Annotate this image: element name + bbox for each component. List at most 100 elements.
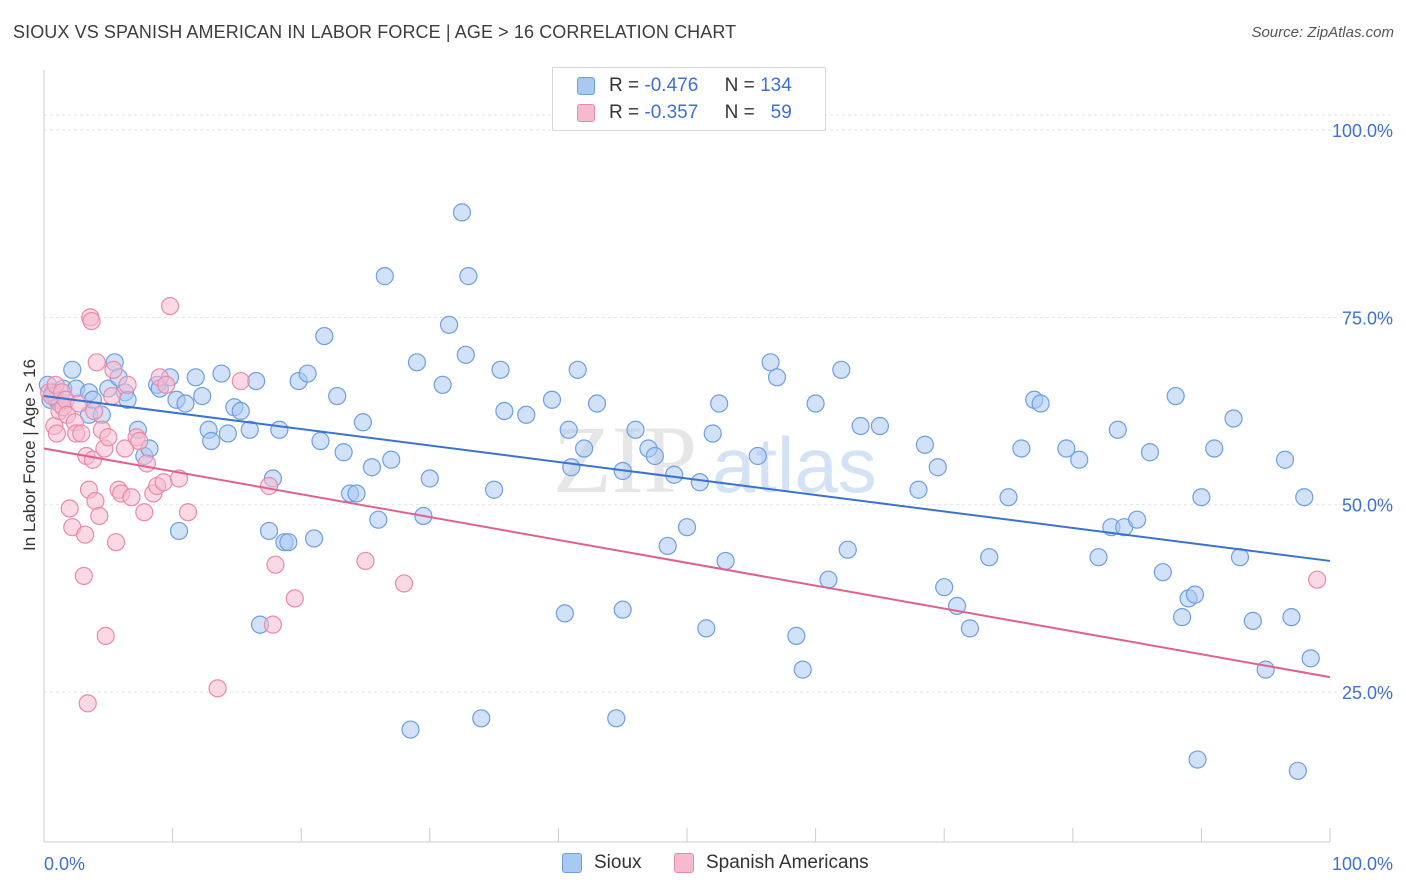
- legend-n-value: 134: [760, 75, 792, 96]
- sioux-point: [231, 401, 250, 421]
- sioux-point: [1070, 450, 1089, 469]
- spanish-point: [76, 525, 95, 544]
- spanish-point: [90, 506, 109, 526]
- spanish-point: [231, 371, 250, 391]
- spanish-point: [87, 353, 106, 372]
- spanish-point: [266, 555, 285, 574]
- spanish-point: [130, 431, 149, 451]
- sioux-point: [1153, 563, 1172, 582]
- sioux-point: [587, 394, 607, 413]
- sioux-point: [304, 529, 324, 548]
- sioux-point: [347, 484, 366, 503]
- y-tick-label: 75.0%: [1342, 308, 1393, 328]
- spanish-point: [178, 503, 198, 522]
- sioux-point: [935, 578, 954, 597]
- sioux-point: [1127, 510, 1147, 529]
- sioux-point: [1185, 585, 1205, 604]
- sioux-swatch: [562, 853, 582, 873]
- sioux-point: [806, 394, 825, 413]
- legend-n-value: 59: [770, 102, 792, 123]
- sioux-point: [362, 458, 382, 477]
- source-label: Source: ZipAtlas.com: [1251, 24, 1394, 41]
- sioux-point: [960, 619, 980, 638]
- spanish-point: [82, 311, 101, 331]
- sioux-point: [703, 424, 722, 443]
- sioux-point: [328, 386, 347, 406]
- sioux-swatch: [577, 77, 595, 95]
- sioux-point: [311, 431, 330, 451]
- sioux-point: [1089, 548, 1108, 567]
- spanish-point: [1308, 570, 1327, 589]
- sioux-point: [562, 458, 581, 477]
- sioux-point: [420, 469, 439, 488]
- spanish-point: [154, 473, 173, 492]
- sioux-point: [658, 536, 677, 556]
- sioux-point: [472, 709, 491, 728]
- spanish-point: [96, 626, 115, 645]
- watermark: ZIP atlas: [553, 406, 877, 513]
- sioux-point: [1173, 608, 1192, 627]
- sioux-point: [63, 360, 82, 379]
- spanish-point: [394, 574, 414, 593]
- sioux-point: [665, 465, 684, 484]
- sioux-point: [697, 619, 716, 638]
- sioux-point: [542, 390, 562, 409]
- sioux-point: [353, 413, 373, 432]
- sioux-point: [645, 446, 664, 466]
- chart-title: SIOUX VS SPANISH AMERICAN IN LABOR FORCE…: [13, 22, 737, 42]
- sioux-point: [491, 360, 510, 379]
- spanish-point: [78, 694, 97, 713]
- sioux-point: [1288, 761, 1307, 780]
- sioux-point: [761, 353, 780, 372]
- sioux-point: [1166, 386, 1185, 406]
- legend-n-label: N =: [724, 75, 755, 96]
- sioux-point: [407, 353, 427, 372]
- y-tick-label: 25.0%: [1342, 683, 1393, 703]
- sioux-point: [315, 326, 334, 346]
- spanish-point: [137, 454, 156, 473]
- sioux-point: [1108, 420, 1127, 439]
- spanish-point: [85, 401, 104, 421]
- x-tick-label: 0.0%: [44, 854, 85, 874]
- sioux-trend-line: [43, 395, 1331, 562]
- sioux-point: [1282, 608, 1301, 627]
- sioux-point: [559, 420, 578, 439]
- sioux-point: [193, 386, 212, 406]
- bottom-legend-label: Sioux: [594, 852, 642, 873]
- legend-n-label: N =: [724, 102, 755, 123]
- sioux-point: [485, 480, 504, 499]
- spanish-point: [99, 428, 118, 447]
- sioux-point: [1188, 750, 1207, 769]
- sioux-point: [832, 360, 851, 379]
- sioux-point: [495, 401, 514, 421]
- sioux-point: [382, 450, 401, 469]
- spanish-point: [118, 375, 137, 394]
- spanish-point: [208, 679, 227, 698]
- y-tick-label: 100.0%: [1332, 121, 1393, 141]
- sioux-point: [186, 368, 205, 387]
- spanish-swatch: [577, 104, 595, 122]
- sioux-point: [433, 375, 452, 394]
- sioux-point: [613, 600, 632, 619]
- spanish-trend-line: [43, 447, 1331, 679]
- spanish-point: [74, 566, 93, 586]
- sioux-point: [838, 540, 857, 559]
- data-points: [38, 203, 1327, 780]
- spanish-point: [47, 424, 66, 443]
- sioux-point: [677, 518, 697, 537]
- sioux-point: [928, 458, 947, 477]
- sioux-point: [202, 431, 221, 451]
- spanish-point: [157, 375, 176, 394]
- sioux-point: [279, 533, 298, 552]
- spanish-point: [285, 589, 304, 608]
- sioux-point: [1230, 548, 1250, 567]
- sioux-point: [334, 443, 353, 462]
- sioux-point: [259, 521, 279, 541]
- spanish-point: [160, 296, 180, 316]
- sioux-point: [793, 660, 812, 679]
- sioux-point: [1031, 394, 1050, 413]
- sioux-point: [575, 439, 594, 458]
- spanish-point: [135, 503, 154, 522]
- sioux-point: [452, 203, 472, 222]
